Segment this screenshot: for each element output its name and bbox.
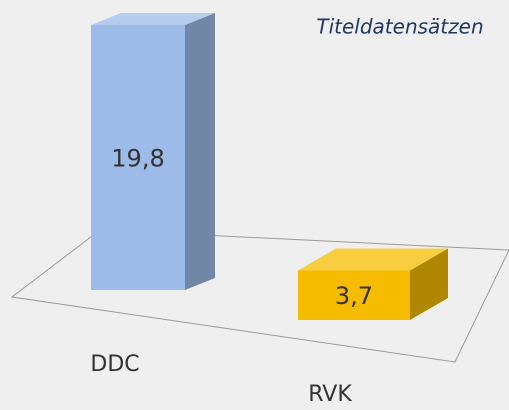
bar-side [410, 248, 448, 320]
value-label: 3,7 [335, 282, 373, 310]
bar-side [185, 13, 215, 290]
x-tick-label: RVK [308, 382, 352, 407]
x-tick-label: DDC [90, 352, 139, 377]
bar [91, 25, 185, 290]
chart-title: Titeldatensätzen [316, 15, 483, 39]
value-label: 19,8 [111, 145, 164, 173]
bar-top [91, 13, 215, 25]
bar [298, 270, 410, 320]
bar-top [298, 248, 448, 271]
